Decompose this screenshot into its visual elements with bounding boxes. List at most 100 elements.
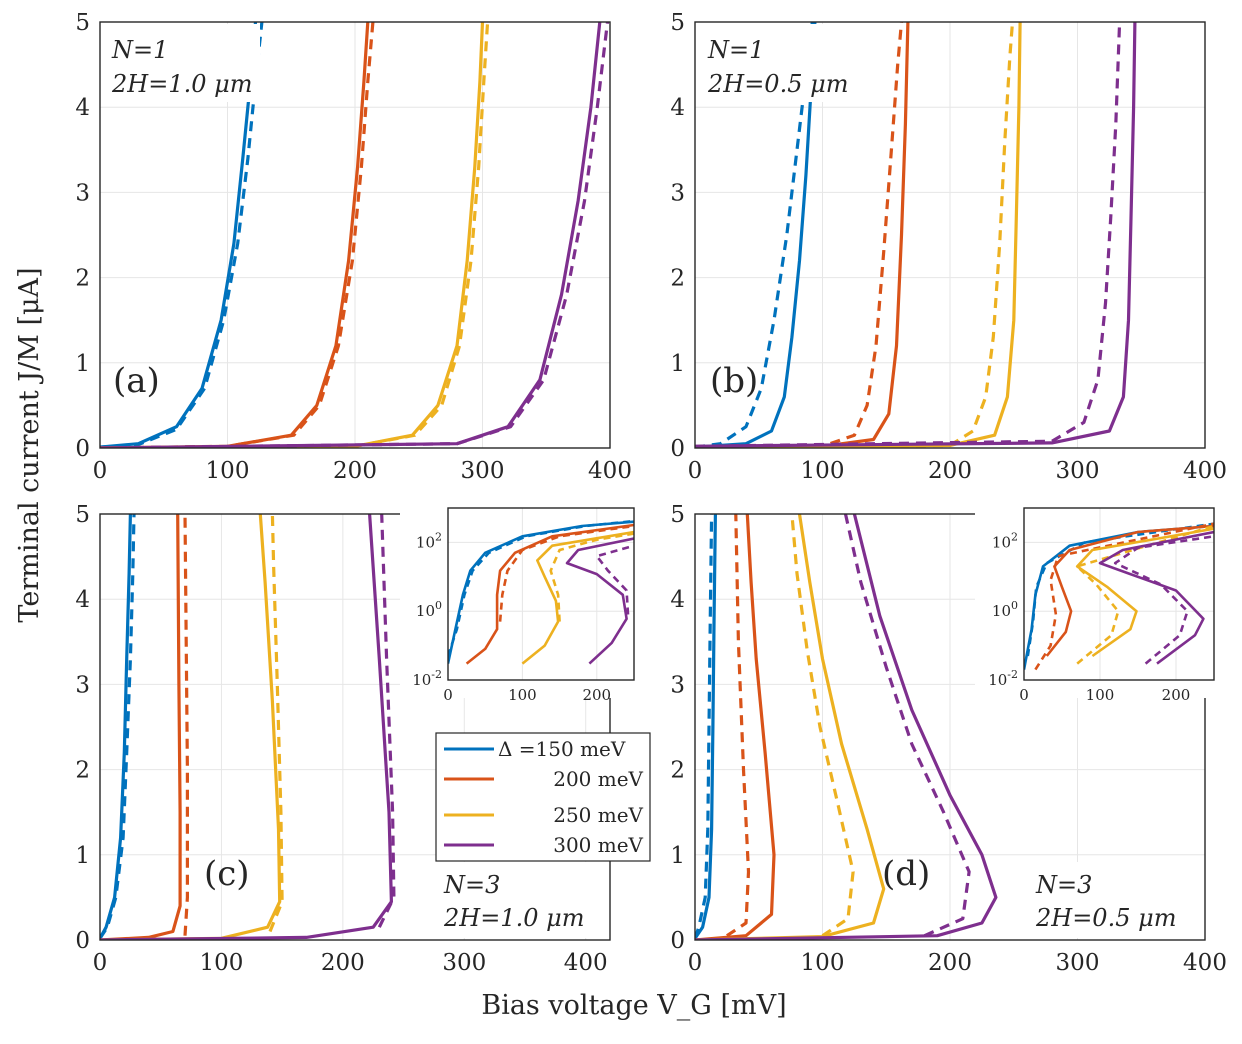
panel-b-ytick-5: 5 <box>670 10 685 36</box>
panel-c-inset-xtick-0: 0 <box>443 686 453 704</box>
panel-c-series-150-solid <box>100 514 132 940</box>
panel-a-series-200-solid <box>100 22 370 448</box>
panel-b-label: (b) <box>710 361 758 401</box>
panel-c-ytick-0: 0 <box>75 928 90 954</box>
panel-d-ytick-0: 0 <box>670 928 685 954</box>
panel-c-ytick-1: 1 <box>75 843 90 869</box>
panel-b-xtick-2: 200 <box>928 458 972 484</box>
panel-a-series-250-dashed <box>100 22 490 448</box>
panel-c-xtick-0: 0 <box>93 950 108 976</box>
panel-b-ytick-4: 4 <box>670 95 685 121</box>
panel-c-inset-series-250-dashed <box>549 532 634 622</box>
panel-d-inset-xtick-0: 0 <box>1019 686 1029 704</box>
panel-a-ytick-3: 3 <box>75 180 90 206</box>
panel-b-xtick-3: 300 <box>1056 458 1100 484</box>
panel-b-ticks: 0 100 200 300 400 0 1 2 3 4 5 <box>670 10 1227 484</box>
panel-d-inset-series-200-dashed <box>1034 522 1214 671</box>
panel-a-xtick-0: 0 <box>93 458 108 484</box>
panel-a-annotation-h: 2H=1.0 μm <box>111 70 252 98</box>
panel-b-xtick-0: 0 <box>688 458 703 484</box>
panel-b-xtick-1: 100 <box>801 458 845 484</box>
panel-a-series-300-dashed <box>100 22 610 448</box>
panel-c-series-300-solid <box>100 514 393 940</box>
panel-a-series-200-dashed <box>100 22 375 448</box>
panel-c-annotation-n: N=3 <box>443 871 500 899</box>
panel-a-ytick-0: 0 <box>75 436 90 462</box>
panel-a-plot-area <box>100 22 610 448</box>
panel-c-inset-bg <box>400 500 640 698</box>
panel-d-ytick-5: 5 <box>670 502 685 528</box>
panel-a-xtick-1: 100 <box>206 458 250 484</box>
panel-b-frame <box>694 21 1206 449</box>
panel-d-series-200-solid <box>695 514 776 940</box>
panel-b-series-300-dashed <box>695 22 1122 448</box>
panel-c-annotation-bg <box>436 862 608 938</box>
panel-c-plot-area <box>100 514 396 940</box>
panel-c-inset-xtick-1: 100 <box>508 686 537 704</box>
panel-d-inset-series-300-dashed <box>1113 535 1214 665</box>
panel-d-inset-xtick-1: 100 <box>1086 686 1115 704</box>
panel-d-ytick-2: 2 <box>670 758 685 784</box>
panel-d-inset-ytick-1: 100 <box>992 599 1018 620</box>
panel-c-xtick-1: 100 <box>199 950 243 976</box>
panel-a-frame <box>99 21 611 449</box>
legend-entry-250: 250 meV <box>553 803 643 827</box>
panel-d-label: (d) <box>882 854 930 894</box>
panel-c-inset-series-200-dashed <box>498 524 634 622</box>
panel-d-inset-ytick-2: 102 <box>992 530 1018 551</box>
panel-c-xtick-3: 300 <box>442 950 486 976</box>
panel-a-xtick-4: 400 <box>588 458 632 484</box>
panel-d-series-250-dashed <box>790 514 855 938</box>
panel-d-series-150-solid <box>695 514 717 940</box>
panel-c-inset-series-300-solid <box>565 537 634 665</box>
panel-b-annotation-n: N=1 <box>707 36 764 64</box>
panel-c-label: (c) <box>204 854 250 894</box>
panel-d-xtick-0: 0 <box>688 950 703 976</box>
panel-c-inset-xtick-2: 200 <box>582 686 611 704</box>
panel-b-series-300-solid <box>695 22 1137 448</box>
panel-d-series-300-solid <box>695 514 998 940</box>
panel-c-inset-series-200-solid <box>465 523 634 665</box>
panel-c-xtick-2: 200 <box>321 950 365 976</box>
panel-d-annotation-h: 2H=0.5 μm <box>1035 904 1176 932</box>
panel-d-inset-ticks: 0 100 200 10-2 100 102 <box>988 530 1190 704</box>
panel-c-inset-plot-area <box>448 519 634 665</box>
panel-d-inset-xtick-2: 200 <box>1162 686 1191 704</box>
panel-c-ytick-3: 3 <box>75 672 90 698</box>
panel-b-series-200-dashed <box>695 22 904 448</box>
panel-b-series-250-dashed <box>695 22 1015 448</box>
panel-b-gridlines <box>695 22 1205 448</box>
panel-b: 0 100 200 300 400 0 1 2 3 4 5 (b) N=1 2H=0.5 μm <box>670 10 1227 484</box>
panel-c-series-150-dashed <box>100 514 136 940</box>
panel-c-inset-ytick-1: 100 <box>416 599 442 620</box>
panel-d-plot-area <box>695 514 998 940</box>
legend-entry-300: 300 meV <box>553 833 643 857</box>
panel-d-xtick-4: 400 <box>1183 950 1227 976</box>
panel-c-ytick-5: 5 <box>75 502 90 528</box>
panel-c-inset-series-150-dashed <box>448 519 634 657</box>
panel-a-annotation-n: N=1 <box>111 36 168 64</box>
panel-a-series-150-dashed <box>100 22 264 448</box>
panel-a-ytick-5: 5 <box>75 10 90 36</box>
panel-d-inset-plot-area <box>1024 522 1214 671</box>
panel-b-xtick-4: 400 <box>1183 458 1227 484</box>
panel-d-series-250-solid <box>695 514 886 940</box>
panel-c-series-200-solid <box>100 514 182 940</box>
panel-a-label: (a) <box>113 361 160 401</box>
panel-d-xtick-1: 100 <box>801 950 845 976</box>
panel-d-annotation-n: N=3 <box>1035 871 1092 899</box>
panel-a-ytick-2: 2 <box>75 266 90 292</box>
panel-a-annotation-bg <box>102 24 260 102</box>
panel-d-inset-series-250-solid <box>1075 527 1214 658</box>
panel-d-annotation-bg <box>1028 862 1202 938</box>
panel-c-frame <box>99 513 611 941</box>
panel-c-ytick-2: 2 <box>75 758 90 784</box>
panel-a: 0 100 200 300 400 0 1 2 3 4 5 (a) N=1 2H=1.0 μm <box>75 10 632 484</box>
panel-a-ytick-1: 1 <box>75 351 90 377</box>
panel-c-inset-series-300-dashed <box>595 544 634 615</box>
y-axis-label: Terminal current J/M [μA] <box>14 267 45 622</box>
panel-d-ytick-3: 3 <box>670 672 685 698</box>
panel-d-xtick-3: 300 <box>1056 950 1100 976</box>
